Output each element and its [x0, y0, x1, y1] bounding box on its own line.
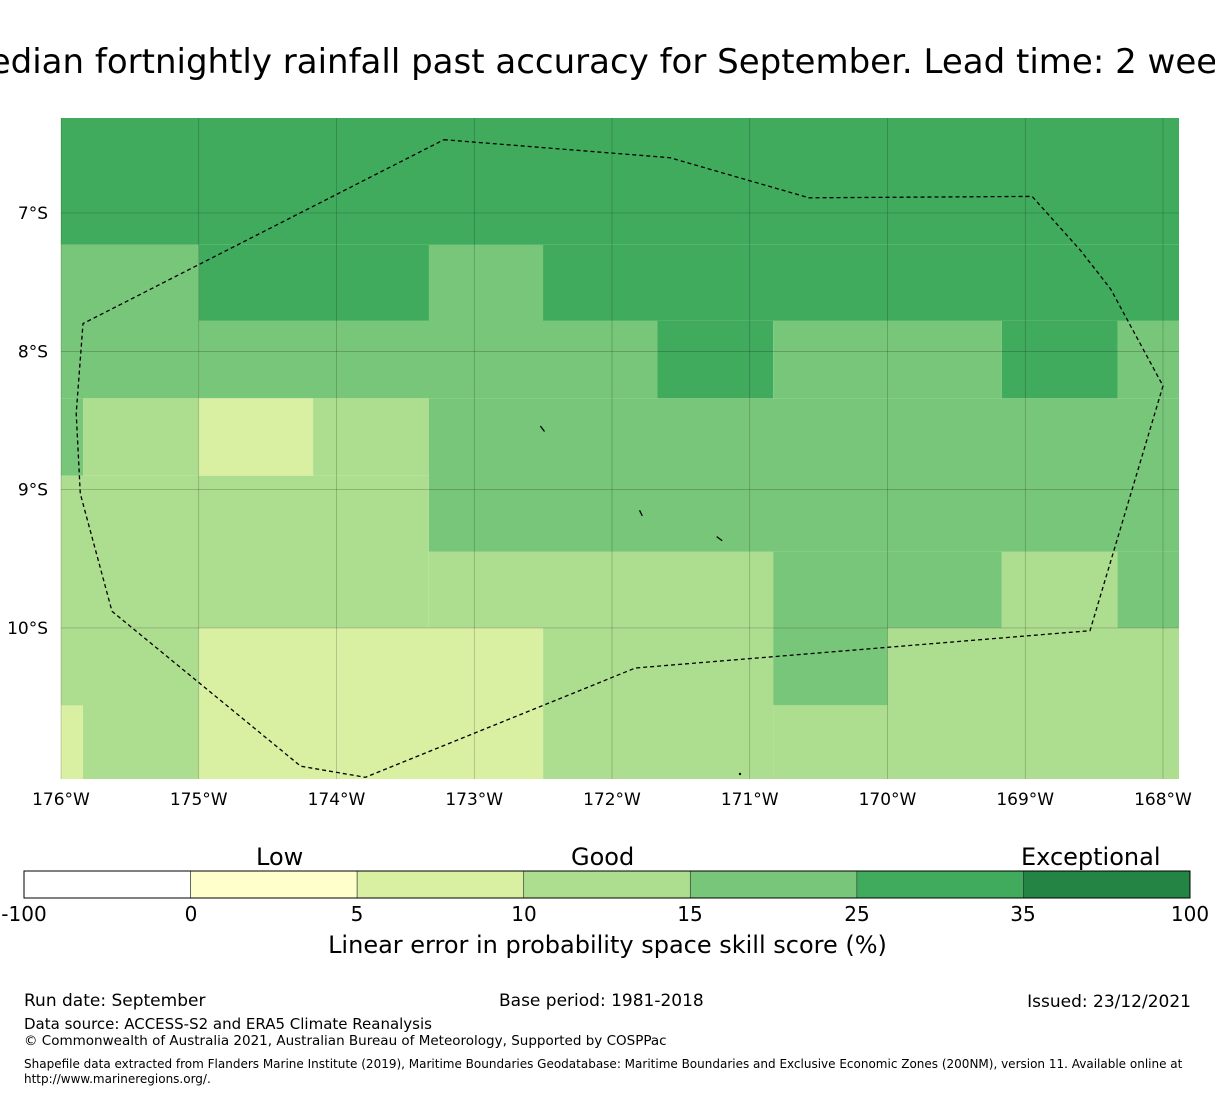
- colorbar-tick: 35: [1010, 902, 1036, 926]
- legend-category-low: Low: [256, 843, 304, 871]
- skill-cell: [1117, 320, 1179, 399]
- longitude-tick-label: 169°W: [996, 790, 1054, 810]
- skill-cell: [773, 705, 888, 779]
- skill-cell: [428, 551, 774, 628]
- longitude-tick-label: 174°W: [308, 790, 366, 810]
- skill-cell: [61, 475, 429, 628]
- skill-cell: [61, 627, 199, 779]
- skill-cell: [1001, 320, 1118, 399]
- rainfall-accuracy-map: 176°W 175°W 174°W 173°W 172°W 171°W 170°W 169°W…: [7, 118, 1192, 810]
- skill-cell: [428, 244, 544, 321]
- colorbar-tick: 0: [184, 902, 198, 926]
- colorbar-title: Linear error in probability space skill …: [328, 931, 887, 959]
- skill-cell: [1001, 551, 1118, 628]
- shapefile-credit: Shapefile data extracted from Flanders M…: [24, 1057, 1183, 1086]
- colorbar-swatch: [1023, 870, 1191, 899]
- skill-cell: [198, 627, 544, 779]
- copyright-notice: © Commonwealth of Australia 2021, Austra…: [24, 1033, 667, 1049]
- skill-cell: [428, 398, 1180, 552]
- run-date: Run date: September: [24, 991, 206, 1011]
- skill-cell: [773, 551, 1002, 628]
- skill-cell: [887, 627, 1179, 779]
- island-outline: [738, 772, 742, 776]
- chart-title: Median fortnightly rainfall past accurac…: [0, 42, 1215, 82]
- colorbar-swatch: [689, 870, 858, 899]
- skill-cell: [313, 398, 429, 476]
- skill-cell: [773, 320, 1002, 399]
- colorbar-swatch: [856, 870, 1024, 899]
- legend-category-exceptional: Exceptional: [1021, 843, 1161, 871]
- colorbar-swatch: [356, 870, 525, 899]
- skill-cell: [543, 627, 774, 779]
- island-outline: [716, 536, 723, 542]
- longitude-tick-label: 172°W: [583, 790, 641, 810]
- skill-cell: [198, 398, 314, 476]
- latitude-tick-label: 10°S: [7, 619, 48, 639]
- longitude-tick-label: 173°W: [445, 790, 503, 810]
- latitude-tick-label: 8°S: [18, 342, 48, 362]
- longitude-tick-label: 176°W: [32, 790, 90, 810]
- colorbar-swatch: [23, 870, 191, 899]
- legend-category-good: Good: [571, 843, 635, 871]
- eez-boundary: [75, 139, 1164, 778]
- colorbar: [23, 870, 1191, 899]
- latitude-tick-label: 7°S: [18, 204, 48, 224]
- colorbar-tick: 5: [350, 902, 364, 926]
- longitude-tick-label: 168°W: [1134, 790, 1192, 810]
- longitude-tick-label: 171°W: [721, 790, 779, 810]
- skill-cell: [657, 320, 774, 399]
- island-outline: [638, 510, 643, 517]
- skill-cell: [61, 244, 199, 399]
- colorbar-swatch: [190, 870, 358, 899]
- skill-cell: [61, 398, 84, 476]
- skill-cell: [1117, 551, 1179, 628]
- issued-date: Issued: 23/12/2021: [1027, 992, 1191, 1012]
- latitude-tick-label: 9°S: [18, 481, 48, 501]
- skill-cell: [198, 244, 1179, 321]
- colorbar-tick: 100: [1170, 902, 1210, 926]
- longitude-tick-label: 175°W: [170, 790, 228, 810]
- colorbar-tick: 15: [677, 902, 703, 926]
- colorbar-tick: 25: [844, 902, 870, 926]
- skill-cell: [61, 118, 1179, 245]
- colorbar-frame: [23, 870, 1191, 899]
- skill-cell: [773, 627, 888, 706]
- base-period: Base period: 1981-2018: [499, 991, 704, 1011]
- colorbar-tick: -100: [1, 902, 47, 926]
- data-source: Data source: ACCESS-S2 and ERA5 Climate …: [24, 1015, 432, 1033]
- longitude-tick-label: 170°W: [859, 790, 917, 810]
- skill-cell: [83, 398, 199, 476]
- colorbar-tick: 10: [511, 902, 537, 926]
- skill-cell: [198, 320, 658, 399]
- colorbar-swatch: [523, 870, 691, 899]
- skill-cell: [61, 705, 84, 779]
- island-outline: [539, 425, 546, 432]
